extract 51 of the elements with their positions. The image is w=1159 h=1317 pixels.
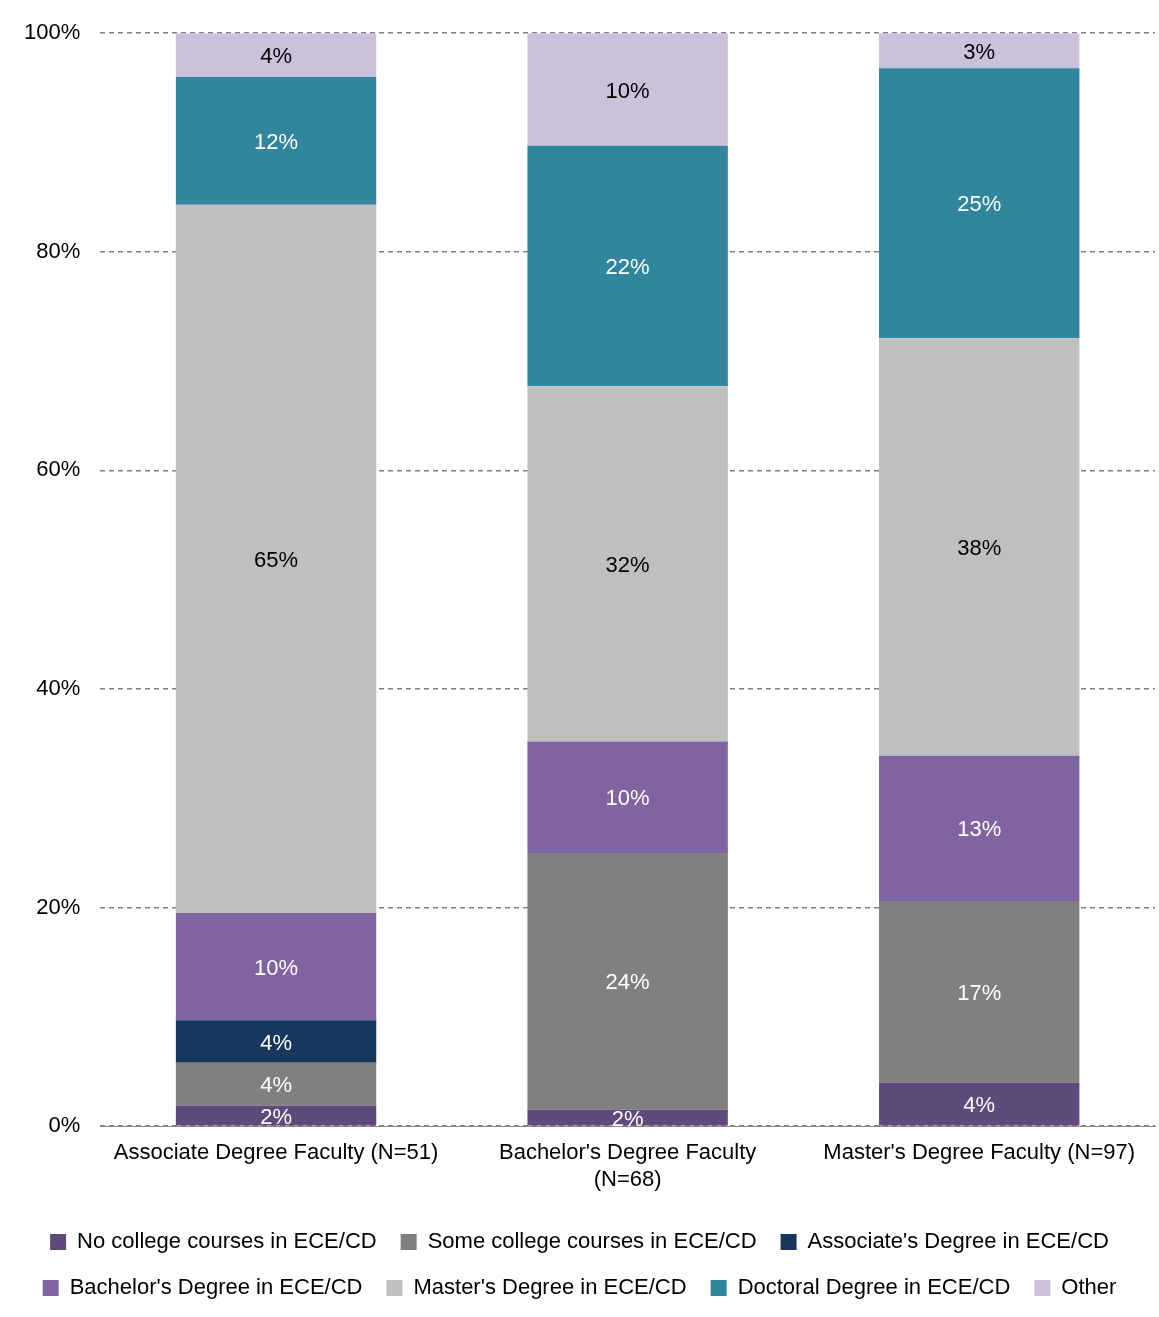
y-tick-label: 40% [36,675,81,701]
bar [175,33,377,77]
y-tick-label: 80% [36,237,81,263]
data-label: 10% [605,785,650,811]
y-tick-label: 100% [23,19,81,45]
bar [175,1105,377,1126]
data-label: 3% [963,38,996,64]
data-label: 22% [605,254,650,280]
bar [527,145,728,387]
legend-label: Other [1061,1274,1117,1300]
legend-label: Doctoral Degree in ECE/CD [737,1274,1011,1300]
bar [175,1020,377,1063]
bar [175,76,377,205]
data-label: 4% [260,1029,292,1055]
bar [879,33,1080,69]
legend-label: Some college courses in ECE/CD [427,1228,757,1254]
data-label: 65% [254,547,299,572]
data-label: 4% [963,1092,996,1118]
legend-label: Master's Degree in ECE/CD [413,1274,687,1300]
bar [879,68,1080,339]
data-label: 4% [260,1072,292,1098]
bar [175,913,377,1021]
bar [527,386,728,742]
bar [879,755,1080,902]
bar [879,1082,1080,1126]
bar [879,338,1080,756]
legend-label: Associate's Degree in ECE/CD [807,1228,1109,1254]
bar [527,33,728,146]
data-label: 2% [260,1103,292,1129]
bar [175,204,377,914]
x-tick-label: Master's Degree Faculty (N=97) [823,1139,1136,1165]
data-label: 12% [254,128,299,154]
x-tick-label: Bachelor's Degree Faculty (N=68) [498,1139,757,1191]
bar [175,1062,377,1106]
data-label: 38% [957,534,1002,560]
data-label: 2% [611,1105,644,1131]
x-tick-label: Associate Degree Faculty (N=51) [113,1139,439,1165]
data-label: 17% [957,979,1002,1005]
data-label: 13% [957,816,1002,842]
y-tick-label: 0% [48,1112,81,1138]
legend-label: Bachelor's Degree in ECE/CD [69,1274,363,1300]
data-label: 25% [957,191,1002,217]
data-label: 10% [254,954,299,980]
legend-label: No college courses in ECE/CD [77,1228,377,1254]
y-tick-label: 20% [36,893,81,919]
data-label: 10% [605,77,650,103]
data-label: 32% [605,551,650,577]
data-label: 4% [260,43,292,69]
bar [527,741,728,853]
y-tick-label: 60% [36,456,81,482]
data-label: 24% [605,969,650,995]
